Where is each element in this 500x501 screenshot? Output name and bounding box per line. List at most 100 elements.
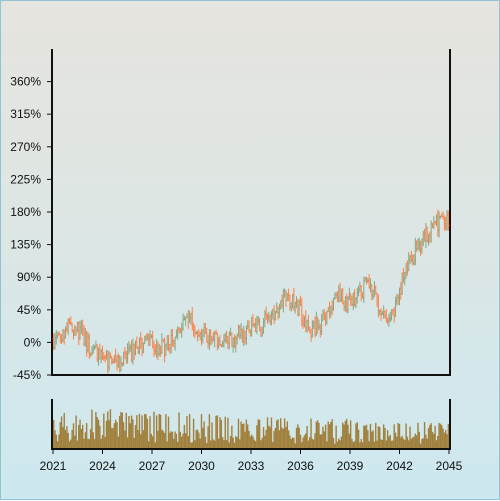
volume-bar <box>377 426 380 448</box>
volume-bar <box>148 441 150 448</box>
volume-bar <box>285 426 287 448</box>
volume-bar <box>83 438 85 448</box>
volume-bar <box>343 424 345 448</box>
volume-bar <box>72 423 75 448</box>
volume-bar <box>211 422 213 448</box>
volume-bar <box>318 422 320 448</box>
volume-bar <box>326 441 328 448</box>
volume-bar <box>70 439 72 448</box>
volume-bar <box>405 423 407 448</box>
volume-bar <box>240 421 242 448</box>
volume-bar <box>309 437 311 448</box>
volume-bar <box>179 431 182 448</box>
volume-bar <box>364 425 366 448</box>
volume-bar <box>442 428 444 448</box>
volume-bar <box>367 430 369 448</box>
volume-bar <box>207 426 209 448</box>
volume-bar <box>310 418 312 448</box>
volume-bar <box>281 427 283 448</box>
volume-bar <box>181 436 183 448</box>
volume-bar <box>227 417 229 448</box>
volume-bar <box>171 431 174 448</box>
volume-panel: 2021 2024 2027 2030 2033 2036 2039 2042 2045 <box>40 399 463 473</box>
volume-bar <box>363 425 365 448</box>
volume-bar <box>441 425 443 448</box>
volume-bar <box>220 419 222 448</box>
volume-bar <box>130 415 133 448</box>
volume-bar <box>401 435 403 448</box>
volume-bar <box>331 419 333 448</box>
volume-bar <box>434 425 436 448</box>
volume-bar <box>303 435 306 448</box>
volume-bar <box>87 438 89 448</box>
volume-bar <box>206 442 208 448</box>
volume-bar <box>417 422 419 448</box>
volume-bar <box>258 419 261 448</box>
volume-bar <box>392 440 394 448</box>
volume-bar <box>96 417 98 448</box>
volume-bar <box>294 443 296 448</box>
volume-bar <box>58 434 60 448</box>
volume-bar <box>184 433 187 448</box>
volume-bar <box>269 427 271 448</box>
volume-bar <box>136 415 138 448</box>
volume-bar <box>426 438 428 448</box>
volume-bar <box>287 430 290 448</box>
volume-bar <box>347 424 349 448</box>
volume-bar <box>141 415 143 448</box>
volume-bar <box>430 423 432 448</box>
volume-bar <box>425 434 427 448</box>
volume-bar <box>336 441 339 448</box>
volume-bar <box>414 433 417 448</box>
volume-bar <box>54 430 56 448</box>
volume-bar <box>306 426 308 448</box>
volume-bar <box>413 436 415 448</box>
volume-bar <box>324 424 327 448</box>
volume-bar <box>338 438 340 448</box>
volume-bar <box>71 429 73 448</box>
volume-bar <box>59 422 61 448</box>
y-axis-ticks: -45% 0% 45% 90% 135% 180% 225% 270% 315% 360% <box>10 75 52 382</box>
volume-bar <box>342 422 344 448</box>
y-tick-label: -45% <box>13 368 41 382</box>
volume-bar <box>138 413 141 448</box>
volume-bar <box>349 420 352 448</box>
volume-bar <box>74 435 76 448</box>
volume-bar <box>313 439 315 448</box>
volume-bar <box>208 414 211 448</box>
volume-bar <box>126 437 129 448</box>
volume-bar <box>295 427 298 448</box>
volume-bar <box>217 438 220 448</box>
y-tick-label: 360% <box>10 75 41 89</box>
volume-bar <box>385 440 387 448</box>
volume-bar <box>400 437 402 448</box>
volume-bar <box>315 421 318 448</box>
volume-bar <box>85 423 88 448</box>
volume-bar <box>79 419 81 448</box>
volume-bar <box>183 424 186 448</box>
volume-bar <box>196 429 199 448</box>
volume-bar <box>195 430 197 448</box>
ohlc-bar <box>173 336 177 351</box>
volume-bar <box>357 429 360 448</box>
volume-bar <box>231 425 233 448</box>
volume-bar <box>371 431 373 448</box>
volume-bar <box>84 432 87 448</box>
volume-bar <box>178 412 180 448</box>
volume-bar <box>335 425 337 448</box>
x-tick-label: 2036 <box>287 459 314 473</box>
volume-bar <box>415 435 418 448</box>
volume-bar <box>435 440 438 448</box>
volume-bar <box>214 440 216 448</box>
volume-bar <box>268 425 270 448</box>
volume-bar <box>283 418 286 448</box>
y-tick-label: 45% <box>17 303 41 317</box>
x-tick-label: 2030 <box>188 459 215 473</box>
volume-bar <box>412 437 414 448</box>
volume-bar <box>188 414 191 448</box>
volume-bar <box>261 437 263 448</box>
volume-bar <box>122 422 125 448</box>
y-tick-label: 270% <box>10 140 41 154</box>
volume-bar <box>418 431 420 448</box>
volume-bar <box>314 433 316 448</box>
